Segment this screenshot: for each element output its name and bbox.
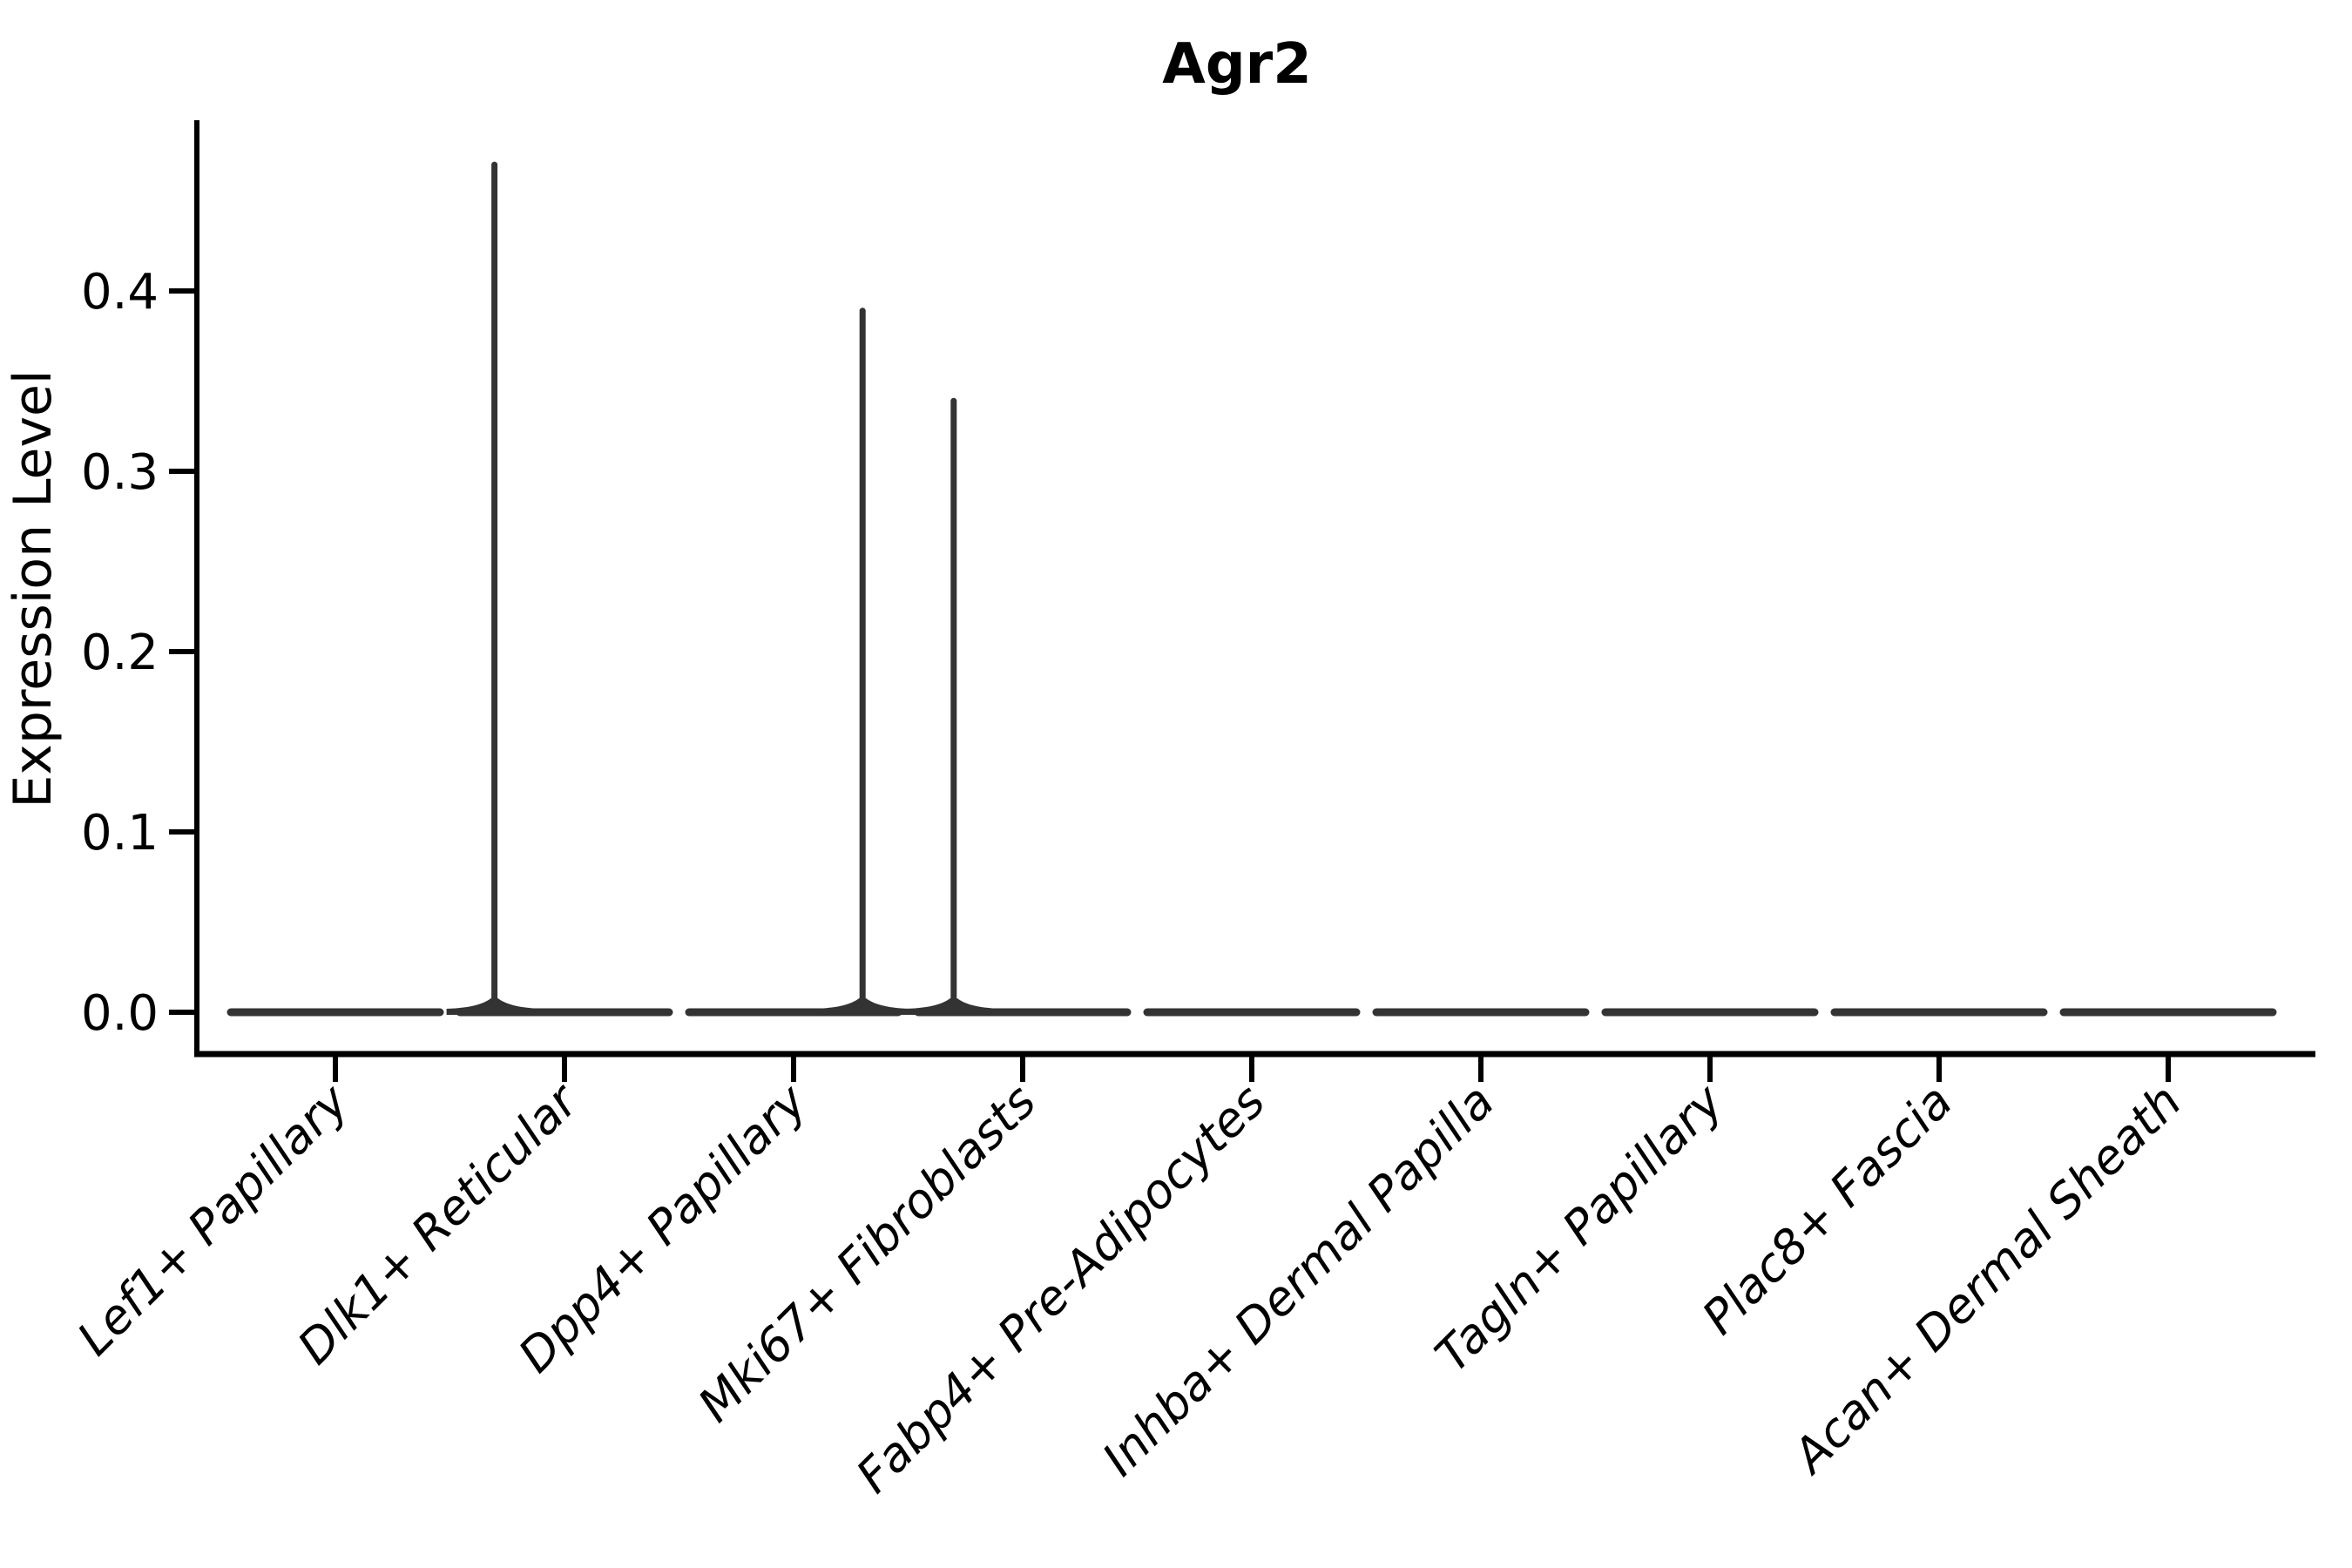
y-tick-label: 0.4 [81,264,159,321]
violin-flare [814,998,911,1015]
y-tick-label: 0.1 [81,805,159,862]
y-axis-label: Expression Level [3,369,64,808]
violins [226,161,2277,1017]
x-tick-label: Inhba+ Dermal Papilla [1092,1074,1504,1487]
y-tick-label: 0.2 [81,625,159,681]
x-tick-label: Acan+ Dermal Sheath [1781,1074,2192,1485]
y-axis-ticks: 0.0 0.1 0.2 0.3 0.4 [81,264,197,1042]
chart-title: Agr2 [1162,32,1311,97]
y-tick-label: 0.3 [81,444,159,501]
x-tick-label: Fabp4+ Pre-Adipocytes [846,1074,1275,1504]
x-axis-ticks [333,1054,2171,1082]
y-tick-label: 0.0 [81,985,159,1042]
